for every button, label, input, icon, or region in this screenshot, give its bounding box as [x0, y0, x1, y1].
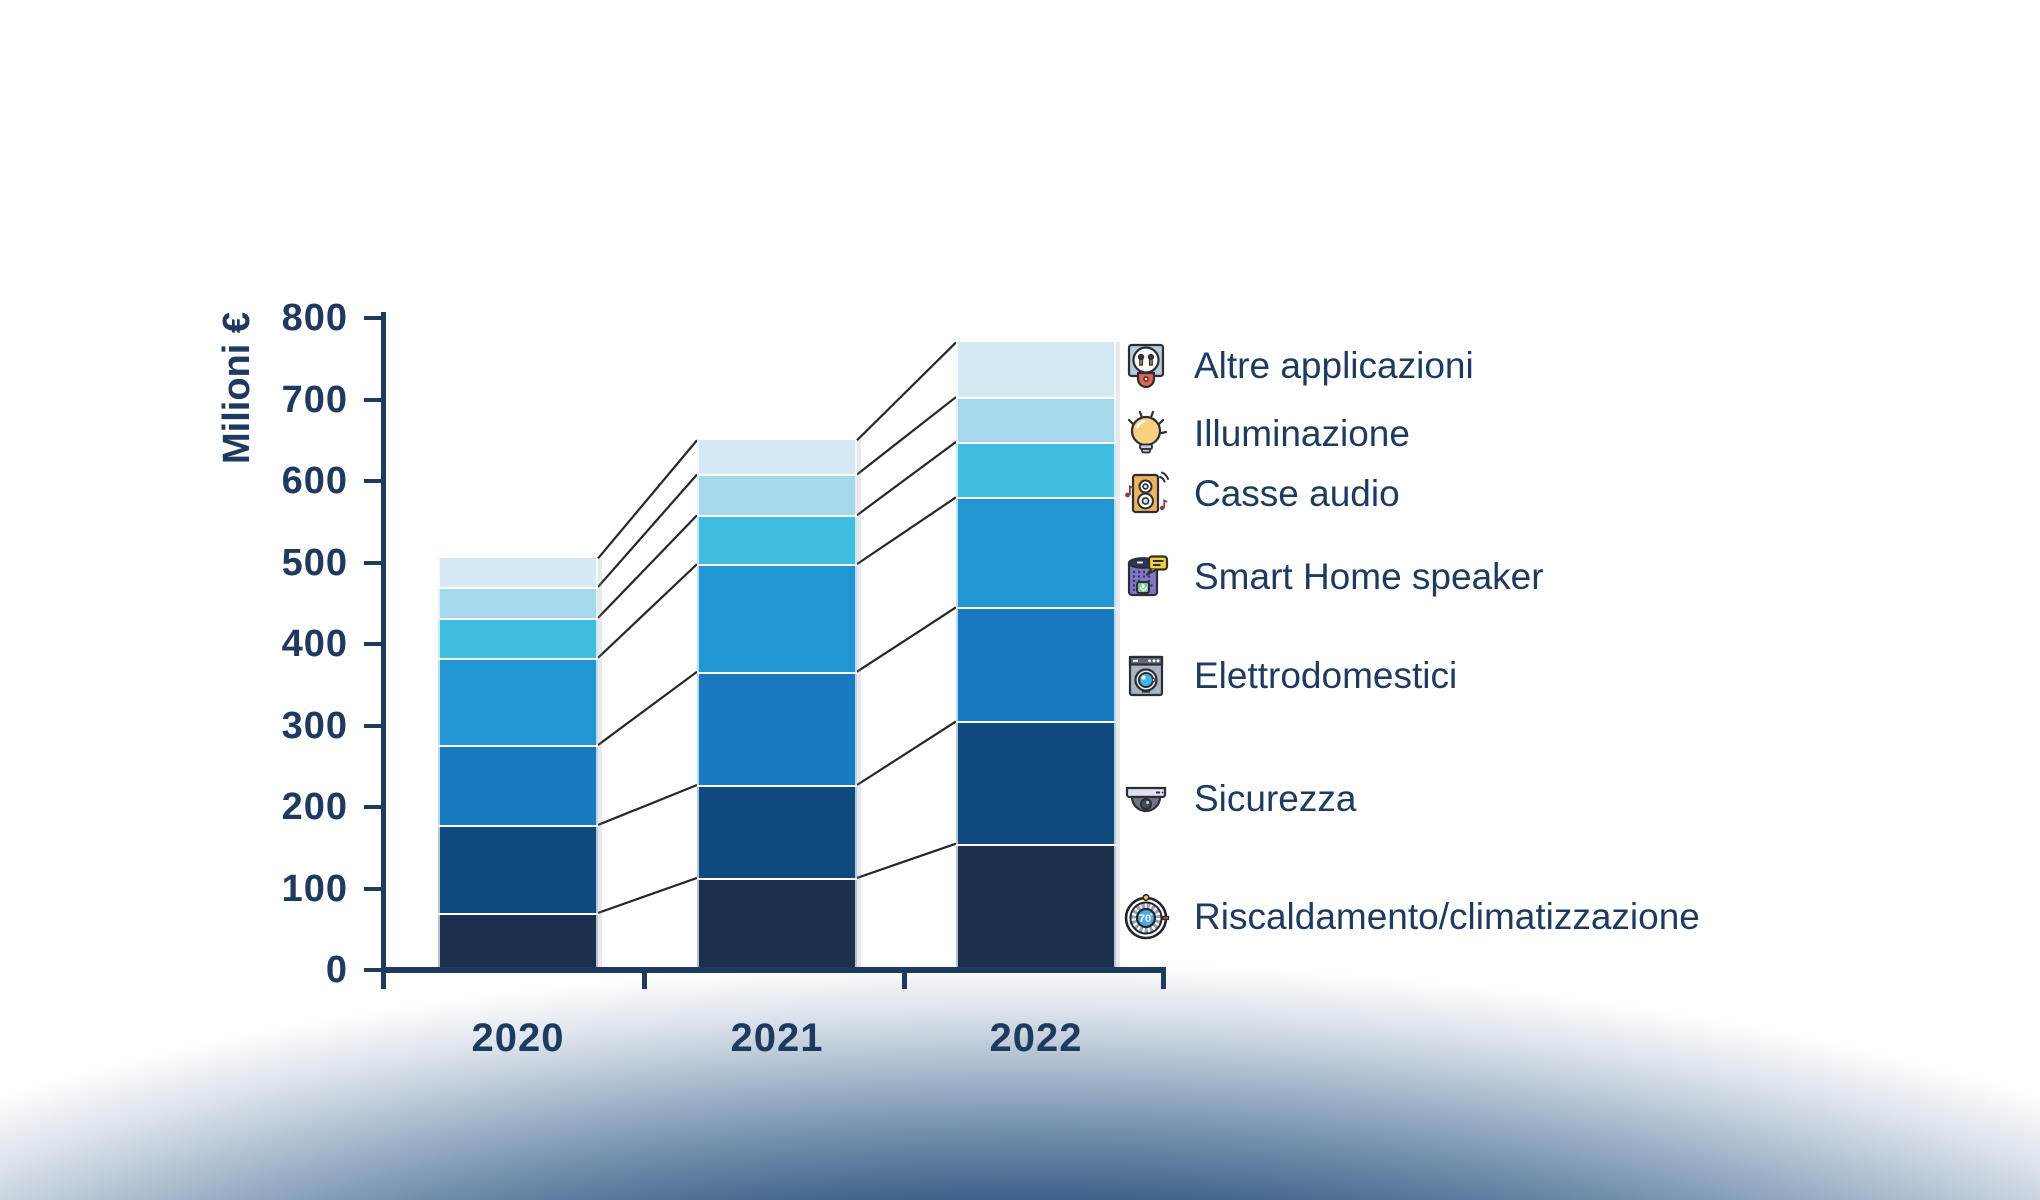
connector-line [856, 396, 957, 476]
bar-segment-2020-smart-home-speaker [438, 657, 598, 746]
y-tick-mark [364, 968, 381, 972]
legend-label: Sicurezza [1194, 778, 1357, 819]
y-tick-label: 100 [281, 867, 348, 910]
light-bulb-icon [1120, 408, 1172, 460]
power-plug-icon [1120, 340, 1172, 392]
legend-label: Altre applicazioni [1194, 345, 1474, 386]
legend-label: Smart Home speaker [1194, 556, 1544, 597]
bar-segment-2020-riscaldamento-climatizzazione [438, 912, 598, 970]
y-tick-label: 800 [281, 297, 348, 339]
y-tick-mark [364, 479, 381, 483]
legend-row-riscaldamento-climatizzazione: 70 Riscaldamento/climatizzazione [1120, 891, 1700, 943]
bar-segment-2021-altre-applicazioni [697, 440, 857, 475]
legend-row-altre-applicazioni: Altre applicazioni [1120, 340, 1474, 392]
connector-line [856, 720, 957, 786]
connector-line [597, 439, 698, 560]
connector-line [597, 473, 698, 588]
connector-line [856, 842, 957, 879]
y-tick-mark [364, 642, 381, 646]
bar-segment-2022-altre-applicazioni [956, 342, 1116, 398]
y-tick-mark [364, 316, 381, 320]
legend-row-smart-home-speaker: Smart Home speaker [1120, 551, 1544, 603]
connector-line [856, 440, 957, 517]
x-axis-label-2020: 2020 [471, 1016, 565, 1060]
bar-segment-2021-smart-home-speaker [697, 564, 857, 672]
washing-machine-icon [1120, 650, 1172, 702]
legend-label: Casse audio [1194, 473, 1400, 514]
y-tick-label: 200 [281, 786, 348, 828]
security-camera-icon [1120, 773, 1172, 825]
bar-group-2022 [956, 342, 1116, 970]
thermostat-display-value: 70 [1139, 913, 1151, 925]
x-tick-mark [902, 971, 907, 989]
x-tick-mark [642, 971, 647, 989]
bar-segment-2022-elettrodomestici [956, 607, 1116, 722]
bar-segment-2021-elettrodomestici [697, 671, 857, 785]
bar-segment-2022-smart-home-speaker [956, 497, 1116, 608]
audio-speaker-icon [1120, 468, 1172, 520]
y-tick-label: 600 [281, 460, 348, 502]
y-tick-mark [364, 397, 381, 402]
y-tick-label: 300 [281, 704, 348, 747]
legend-label: Illuminazione [1194, 413, 1410, 454]
bar-segment-2020-sicurezza [438, 824, 598, 913]
connector-line [856, 606, 957, 673]
bar-segment-2022-casse-audio [956, 441, 1116, 498]
x-axis-label-2021: 2021 [730, 1016, 824, 1060]
x-tick-mark [1161, 971, 1166, 989]
bar-segment-2020-casse-audio [438, 617, 598, 658]
y-tick-mark [364, 805, 381, 809]
y-axis-line [381, 312, 386, 973]
bar-segment-2021-riscaldamento-climatizzazione [697, 877, 857, 970]
bar-segment-2022-sicurezza [956, 721, 1116, 844]
connector-line [597, 783, 698, 826]
y-tick-mark [364, 723, 381, 728]
x-axis-label-2022: 2022 [989, 1016, 1083, 1060]
bar-segment-2022-riscaldamento-climatizzazione [956, 843, 1116, 970]
y-tick-label: 400 [281, 623, 348, 665]
x-axis-line [381, 967, 1166, 973]
legend-row-casse-audio: Casse audio [1120, 468, 1400, 520]
bar-segment-2021-illuminazione [697, 474, 857, 516]
bar-segment-2021-sicurezza [697, 784, 857, 878]
connector-line [856, 496, 957, 566]
y-tick-mark [364, 560, 381, 565]
y-tick-mark [364, 886, 381, 891]
bar-segment-2020-illuminazione [438, 586, 598, 618]
bar-segment-2021-casse-audio [697, 515, 857, 565]
connector-line [597, 514, 698, 619]
bar-segment-2020-altre-applicazioni [438, 558, 598, 587]
bar-group-2020 [438, 558, 598, 970]
thermostat-icon: 70 [1120, 891, 1172, 943]
x-tick-mark [381, 971, 386, 989]
bar-segment-2022-illuminazione [956, 397, 1116, 442]
bar-segment-2020-elettrodomestici [438, 745, 598, 825]
background-gradient [0, 945, 2040, 1200]
connector-line [597, 670, 698, 746]
smart-speaker-icon [1120, 551, 1172, 603]
connector-line [597, 876, 698, 914]
legend-label: Elettrodomestici [1194, 655, 1458, 696]
bar-group-2021 [697, 440, 857, 970]
y-tick-label: 500 [281, 541, 348, 584]
legend-label: Riscaldamento/climatizzazione [1194, 896, 1700, 937]
connector-line [856, 341, 957, 442]
y-tick-label: 700 [281, 378, 348, 421]
y-tick-label: 0 [325, 949, 348, 991]
legend-row-sicurezza: Sicurezza [1120, 773, 1356, 825]
connector-line [597, 563, 698, 659]
legend-row-illuminazione: Illuminazione [1120, 408, 1410, 460]
legend-row-elettrodomestici: Elettrodomestici [1120, 650, 1457, 702]
